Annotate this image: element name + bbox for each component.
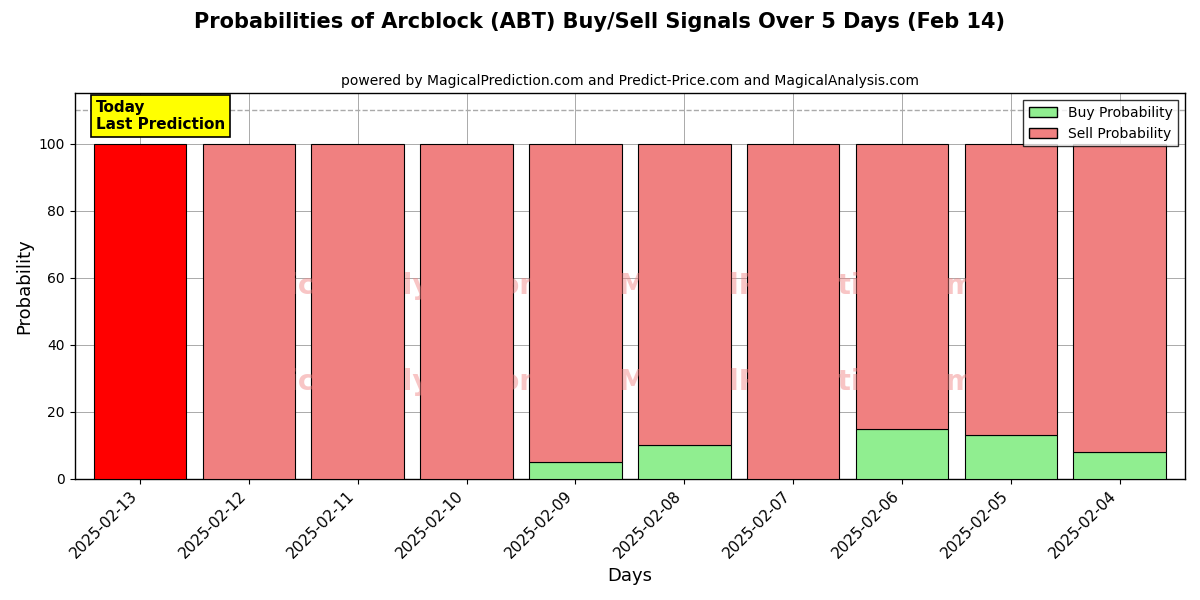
Text: MagicalAnalysis.com: MagicalAnalysis.com (222, 272, 548, 300)
Bar (420, 143, 512, 479)
Y-axis label: Probability: Probability (16, 238, 34, 334)
Bar (965, 435, 1057, 479)
Text: Today
Last Prediction: Today Last Prediction (96, 100, 226, 133)
Bar (638, 445, 731, 479)
Bar (1074, 143, 1166, 452)
Bar (1074, 452, 1166, 479)
Text: MagicalPrediction.com: MagicalPrediction.com (618, 272, 974, 300)
X-axis label: Days: Days (607, 567, 653, 585)
Title: powered by MagicalPrediction.com and Predict-Price.com and MagicalAnalysis.com: powered by MagicalPrediction.com and Pre… (341, 74, 919, 88)
Bar (638, 143, 731, 445)
Bar (856, 428, 948, 479)
Bar (529, 462, 622, 479)
Bar (965, 143, 1057, 435)
Bar (312, 143, 404, 479)
Text: Probabilities of Arcblock (ABT) Buy/Sell Signals Over 5 Days (Feb 14): Probabilities of Arcblock (ABT) Buy/Sell… (194, 12, 1006, 32)
Text: MagicalPrediction.com: MagicalPrediction.com (618, 368, 974, 397)
Bar (746, 143, 839, 479)
Text: MagicalAnalysis.com: MagicalAnalysis.com (222, 368, 548, 397)
Bar (529, 143, 622, 462)
Bar (856, 143, 948, 428)
Bar (94, 143, 186, 479)
Bar (203, 143, 295, 479)
Legend: Buy Probability, Sell Probability: Buy Probability, Sell Probability (1024, 100, 1178, 146)
